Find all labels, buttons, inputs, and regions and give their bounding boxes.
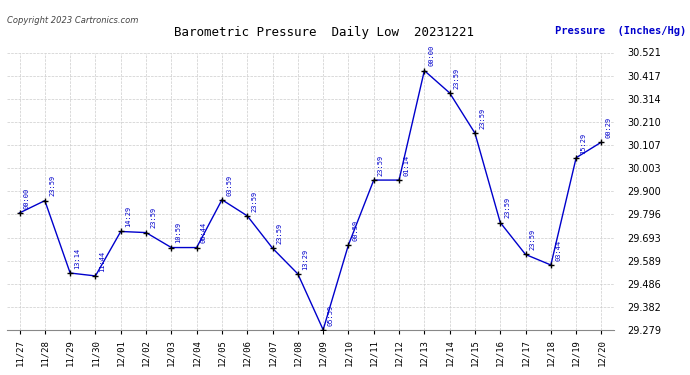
Text: 03:59: 03:59 [226,174,232,196]
Text: Barometric Pressure  Daily Low  20231221: Barometric Pressure Daily Low 20231221 [175,26,474,39]
Text: 11:44: 11:44 [99,251,106,272]
Text: 23:59: 23:59 [150,207,156,228]
Text: 23:59: 23:59 [454,68,460,89]
Text: 03:44: 03:44 [555,240,561,261]
Text: 13:29: 13:29 [302,249,308,270]
Text: 15:29: 15:29 [580,132,586,154]
Text: 13:14: 13:14 [75,248,80,269]
Text: 23:59: 23:59 [504,197,511,218]
Text: Copyright 2023 Cartronics.com: Copyright 2023 Cartronics.com [7,16,138,26]
Text: 01:14: 01:14 [403,154,409,176]
Text: 00:29: 00:29 [606,117,611,138]
Text: 00:59: 00:59 [353,219,359,241]
Text: 23:59: 23:59 [49,175,55,196]
Text: 06:44: 06:44 [201,222,207,243]
Text: 23:59: 23:59 [479,108,485,129]
Text: 00:00: 00:00 [428,45,435,66]
Text: Pressure  (Inches/Hg): Pressure (Inches/Hg) [555,26,687,36]
Text: 23:59: 23:59 [530,229,535,251]
Text: 10:59: 10:59 [175,222,181,243]
Text: 23:59: 23:59 [251,190,257,211]
Text: 23:59: 23:59 [277,223,283,244]
Text: 23:59: 23:59 [378,154,384,176]
Text: 05:59: 05:59 [327,304,333,326]
Text: 00:00: 00:00 [23,188,30,209]
Text: 14:29: 14:29 [125,206,131,227]
